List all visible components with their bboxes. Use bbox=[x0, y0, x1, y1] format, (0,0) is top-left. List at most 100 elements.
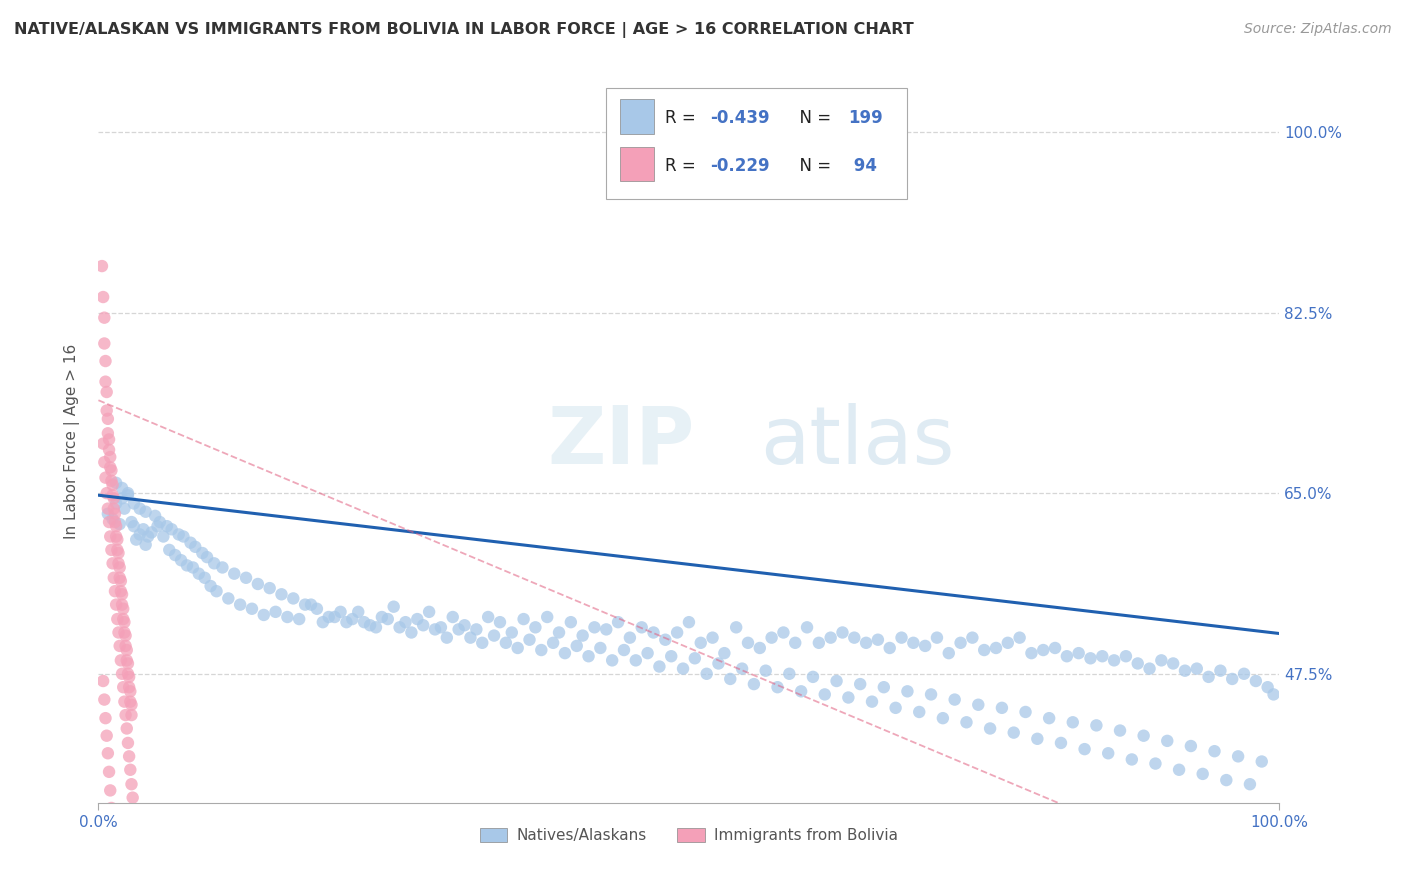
Point bbox=[128, 860, 150, 874]
Point bbox=[418, 605, 440, 619]
Text: R =: R = bbox=[665, 156, 702, 175]
Point bbox=[217, 591, 239, 606]
Point bbox=[200, 579, 222, 593]
Point bbox=[1026, 731, 1049, 746]
Point bbox=[110, 653, 132, 667]
Point bbox=[117, 736, 139, 750]
Point bbox=[637, 646, 659, 660]
Point bbox=[152, 529, 174, 543]
Point bbox=[790, 684, 813, 698]
Point bbox=[335, 615, 357, 630]
Point bbox=[91, 673, 114, 688]
Text: ZIP: ZIP bbox=[547, 402, 695, 481]
Point bbox=[423, 623, 446, 637]
Point bbox=[388, 620, 411, 634]
Point bbox=[394, 615, 416, 630]
Point bbox=[536, 610, 558, 624]
Point bbox=[814, 687, 837, 701]
Point bbox=[97, 501, 120, 516]
Point bbox=[785, 636, 807, 650]
Point bbox=[96, 384, 118, 399]
Text: 199: 199 bbox=[848, 109, 883, 127]
Point bbox=[807, 636, 830, 650]
Point bbox=[165, 548, 187, 562]
Point bbox=[93, 336, 115, 351]
Point bbox=[294, 598, 316, 612]
Point bbox=[1126, 657, 1149, 671]
Point bbox=[112, 612, 135, 626]
Point bbox=[112, 615, 135, 630]
Point bbox=[104, 584, 127, 599]
Point bbox=[1257, 680, 1279, 694]
Point bbox=[103, 501, 125, 516]
Point bbox=[125, 831, 148, 846]
Point bbox=[98, 442, 121, 457]
Point bbox=[235, 571, 257, 585]
Point bbox=[548, 625, 571, 640]
Point bbox=[1215, 773, 1237, 788]
Point bbox=[1180, 739, 1202, 753]
FancyBboxPatch shape bbox=[606, 87, 907, 200]
Point bbox=[117, 657, 139, 671]
Point bbox=[1032, 643, 1054, 657]
Point bbox=[489, 615, 512, 630]
Point bbox=[105, 533, 128, 547]
Point bbox=[1174, 664, 1197, 678]
Point bbox=[191, 546, 214, 560]
Point bbox=[122, 519, 145, 533]
FancyBboxPatch shape bbox=[620, 147, 654, 181]
Text: R =: R = bbox=[665, 109, 702, 127]
Point bbox=[180, 535, 202, 549]
Point bbox=[1056, 649, 1078, 664]
Point bbox=[104, 507, 127, 521]
Point bbox=[1002, 725, 1025, 739]
Point bbox=[111, 598, 134, 612]
Point bbox=[1014, 705, 1036, 719]
Point bbox=[1097, 746, 1119, 760]
Point bbox=[98, 783, 121, 797]
Point bbox=[114, 639, 136, 653]
Point bbox=[98, 515, 121, 529]
Point bbox=[98, 460, 121, 475]
Point bbox=[111, 666, 134, 681]
Point bbox=[607, 615, 630, 630]
Point bbox=[683, 651, 706, 665]
Point bbox=[1220, 672, 1243, 686]
Point bbox=[110, 574, 132, 588]
Point bbox=[943, 692, 966, 706]
Point bbox=[127, 846, 149, 860]
Point bbox=[554, 646, 576, 660]
Point bbox=[128, 527, 150, 541]
Point bbox=[1121, 752, 1143, 766]
Point bbox=[1168, 763, 1191, 777]
Point bbox=[630, 620, 652, 634]
Point bbox=[305, 601, 328, 615]
Point bbox=[112, 501, 135, 516]
Point bbox=[117, 488, 139, 502]
Point bbox=[401, 625, 423, 640]
Point bbox=[194, 571, 217, 585]
Point bbox=[100, 542, 122, 557]
Point bbox=[118, 670, 141, 684]
Point bbox=[1085, 718, 1108, 732]
Point bbox=[801, 670, 824, 684]
Point bbox=[125, 533, 148, 547]
Point bbox=[98, 450, 121, 464]
Point bbox=[849, 677, 872, 691]
Point bbox=[118, 680, 141, 694]
Point bbox=[460, 631, 482, 645]
Point bbox=[866, 632, 889, 647]
Point bbox=[91, 259, 114, 273]
Point bbox=[820, 631, 842, 645]
Point bbox=[1227, 749, 1250, 764]
Point bbox=[246, 577, 269, 591]
Point bbox=[98, 433, 121, 447]
Point bbox=[796, 620, 818, 634]
Point bbox=[96, 486, 118, 500]
Point bbox=[837, 690, 859, 705]
Point bbox=[104, 855, 127, 870]
Point bbox=[108, 639, 131, 653]
Point bbox=[111, 491, 134, 506]
Point bbox=[648, 659, 671, 673]
Point bbox=[108, 560, 131, 574]
